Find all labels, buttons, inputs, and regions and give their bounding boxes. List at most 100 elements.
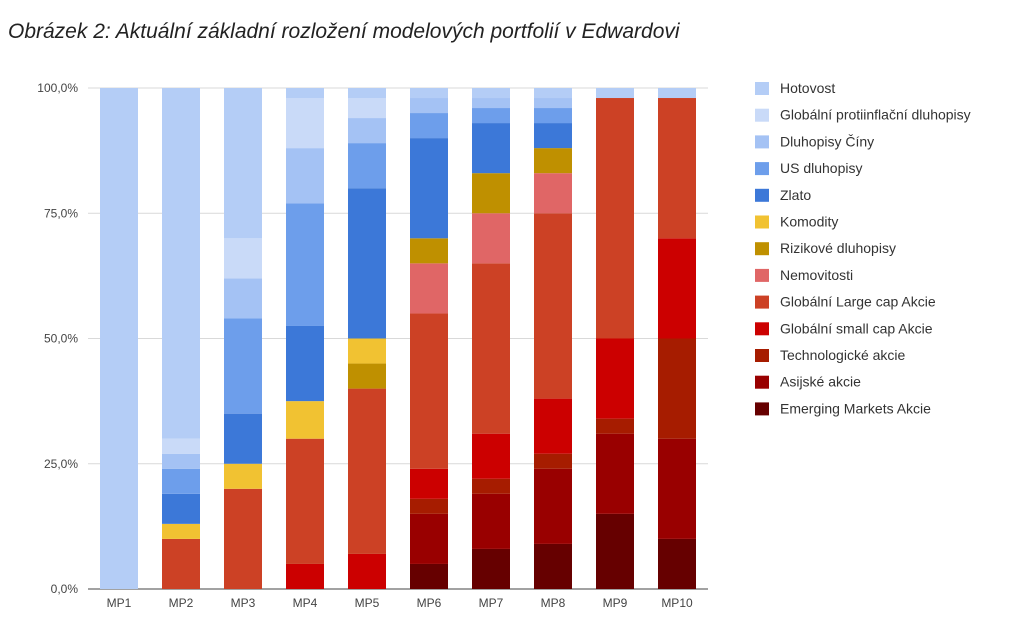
bar-segment: [162, 453, 200, 469]
bar-segment: [286, 148, 324, 204]
bar-segment: [472, 263, 510, 434]
legend-item: Hotovost: [755, 80, 835, 96]
bar-segment: [658, 98, 696, 239]
bar-segment: [286, 563, 324, 589]
legend: Hotovost Globální protiinflační dluhopisy…: [755, 80, 971, 416]
bar-segment: [534, 173, 572, 214]
chart-title: Obrázek 2: Aktuální základní rozložení m…: [8, 20, 680, 43]
legend-label: Komodity: [780, 214, 838, 230]
bar-segment: [224, 488, 262, 589]
legend-label: Nemovitosti: [780, 267, 853, 283]
legend-swatch: [755, 162, 769, 176]
bar-segment: [286, 98, 324, 149]
bar-segment: [286, 203, 324, 326]
bar-segment: [162, 88, 200, 439]
legend-item: Komodity: [755, 214, 838, 230]
legend-label: Globální Large cap Akcie: [780, 294, 936, 310]
bar-segment: [534, 453, 572, 469]
legend-label: Hotovost: [780, 80, 835, 96]
legend-label: Asijské akcie: [780, 374, 861, 390]
bar-segment: [596, 418, 634, 434]
legend-item: Technologické akcie: [755, 347, 906, 363]
x-tick-label: MP8: [541, 596, 566, 610]
bar-segment: [162, 468, 200, 494]
bar-segment: [286, 325, 324, 402]
bar-segment: [224, 463, 262, 489]
bar-segment: [472, 478, 510, 494]
legend-label: Dluhopisy Číny: [780, 133, 874, 149]
y-tick-label: 100,0%: [37, 81, 78, 95]
bar-segment: [472, 123, 510, 174]
bar-segment: [348, 553, 386, 589]
bar-segment: [472, 98, 510, 109]
legend-item: Rizikové dluhopisy: [755, 240, 896, 256]
bar-segment: [348, 98, 386, 119]
legend-item: Emerging Markets Akcie: [755, 400, 931, 416]
bar-segment: [162, 493, 200, 524]
legend-label: Technologické akcie: [780, 347, 906, 363]
bar-segment: [534, 213, 572, 399]
bar-segment: [658, 538, 696, 589]
bar-segment: [348, 363, 386, 389]
bar-segment: [472, 213, 510, 264]
bar-segment: [534, 468, 572, 544]
legend-item: Zlato: [755, 187, 811, 203]
bar-segment: [162, 538, 200, 589]
bar-segment: [348, 188, 386, 339]
bar-segment: [472, 173, 510, 214]
y-tick-label: 0,0%: [51, 582, 79, 596]
legend-swatch: [755, 242, 769, 256]
bar-segment: [658, 338, 696, 439]
bar-segment: [286, 88, 324, 99]
x-tick-label: MP6: [417, 596, 442, 610]
bar-segment: [224, 238, 262, 279]
legend-item: Nemovitosti: [755, 267, 853, 283]
bar-segment: [410, 563, 448, 589]
bar-segment: [472, 108, 510, 124]
legend-label: Rizikové dluhopisy: [780, 240, 896, 256]
y-tick-label: 25,0%: [44, 457, 78, 471]
bar-segment: [596, 98, 634, 339]
bar-segment: [658, 238, 696, 339]
legend-item: Globální small cap Akcie: [755, 320, 933, 336]
legend-item: Asijské akcie: [755, 374, 861, 390]
legend-swatch: [755, 322, 769, 336]
x-tick-label: MP1: [107, 596, 132, 610]
axes: 0,0% 25,0% 50,0% 75,0% 100,0% MP1 MP2 MP3 MP4 MP5…: [37, 81, 693, 610]
legend-label: Emerging Markets Akcie: [780, 400, 931, 416]
x-tick-label: MP7: [479, 596, 504, 610]
bar-segment: [410, 88, 448, 99]
bar-segment: [286, 401, 324, 439]
bar-segment: [410, 238, 448, 264]
y-tick-label: 50,0%: [44, 332, 78, 346]
legend-swatch: [755, 108, 769, 122]
legend-label: Globální protiinflační dluhopisy: [780, 107, 971, 123]
bar-segment: [100, 88, 138, 589]
legend-swatch: [755, 349, 769, 362]
bar-segment: [596, 433, 634, 514]
bar-segment: [534, 148, 572, 174]
legend-swatch: [755, 402, 769, 416]
bar-segment: [348, 88, 386, 99]
bar-segment: [534, 88, 572, 99]
legend-swatch: [755, 295, 769, 309]
x-tick-label: MP2: [169, 596, 194, 610]
bar-segment: [410, 498, 448, 514]
bar-segment: [472, 433, 510, 479]
legend-label: US dluhopisy: [780, 160, 863, 176]
bars: [100, 88, 696, 589]
x-tick-label: MP3: [231, 596, 256, 610]
legend-swatch: [755, 268, 769, 282]
bar-segment: [224, 278, 262, 319]
bar-segment: [472, 493, 510, 549]
bar-segment: [596, 88, 634, 99]
x-tick-label: MP9: [603, 596, 628, 610]
bar-segment: [534, 123, 572, 149]
bar-segment: [596, 513, 634, 589]
bar-segment: [348, 338, 386, 364]
legend-swatch: [755, 135, 769, 149]
bar-segment: [286, 438, 324, 564]
bar-segment: [534, 398, 572, 454]
legend-item: Globální protiinflační dluhopisy: [755, 107, 971, 123]
